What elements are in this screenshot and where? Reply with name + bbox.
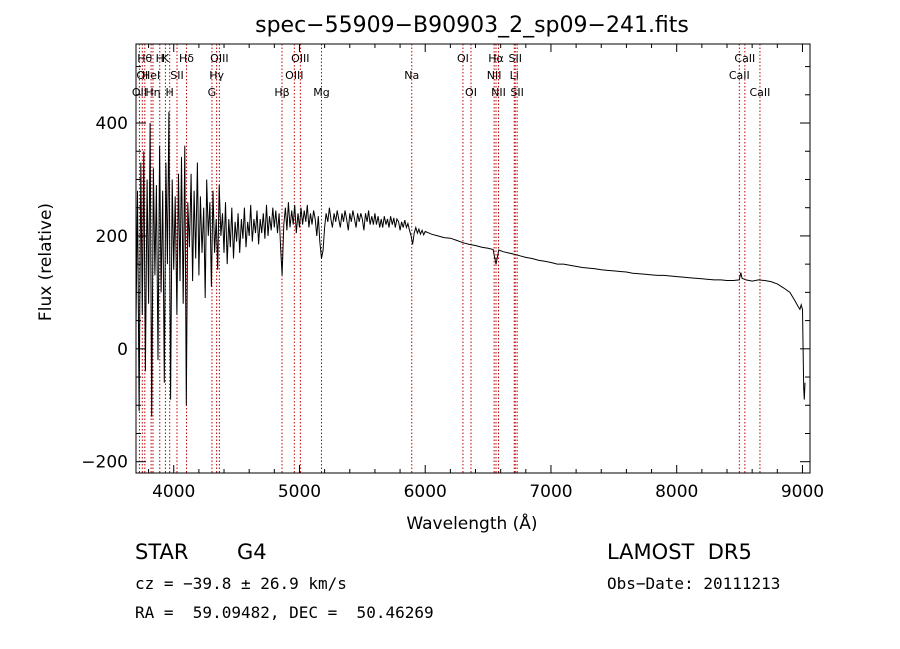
spectral-line-label: G xyxy=(208,86,217,99)
spectral-line-label: K xyxy=(162,52,170,65)
y-tick-label: 0 xyxy=(117,340,128,360)
chart-title: spec−55909−B90903_2_sp09−241.fits xyxy=(255,13,689,38)
spectral-line-label: Mg xyxy=(313,86,329,99)
spectral-line-label: Na xyxy=(404,69,419,82)
x-tick-label: 5000 xyxy=(278,482,321,502)
spectrum-line xyxy=(135,111,806,417)
x-axis-label: Wavelength (Å) xyxy=(406,512,537,534)
x-tick-label: 9000 xyxy=(781,482,824,502)
spectral-line-label: CaII xyxy=(749,86,770,99)
spectral-line-label: OIII xyxy=(285,69,303,82)
spectral-line-label: OIII xyxy=(210,52,228,65)
spectral-line-label: HeI xyxy=(142,69,160,82)
spectral-line-label: H xyxy=(156,52,164,65)
object-class: STAR xyxy=(135,540,189,564)
spectral-line-label: CaII xyxy=(734,52,755,65)
spectral-line-label: Li xyxy=(510,69,519,82)
redshift-cz: cz = −39.8 ± 26.9 km/s xyxy=(135,574,347,593)
object-subclass: G4 xyxy=(237,540,267,564)
x-tick-label: 8000 xyxy=(655,482,698,502)
spectral-line-label: OI xyxy=(457,52,469,65)
spectral-line-label: Hβ xyxy=(274,86,289,99)
spectral-line-markers xyxy=(138,44,761,473)
spectral-line-label: Hδ xyxy=(179,52,194,65)
x-tick-label: 4000 xyxy=(152,482,195,502)
survey-name: LAMOST DR5 xyxy=(607,540,752,564)
spectral-line-label: Hθ xyxy=(137,52,152,65)
y-tick-label: −200 xyxy=(81,453,128,473)
spectral-line-label: OI xyxy=(465,86,477,99)
y-axis-ticks: −200 0 200 400 xyxy=(81,66,810,473)
x-tick-label: 7000 xyxy=(529,482,572,502)
y-axis-label: Flux (relative) xyxy=(36,203,56,321)
spectral-line-label: Hη xyxy=(145,86,160,99)
plot-frame xyxy=(135,43,811,474)
y-tick-label: 400 xyxy=(96,114,128,134)
spectral-line-labels: OIIOIHθHeIHηHKHSIIHδGHγOIIIHβOIIIOIIIMgN… xyxy=(132,52,771,99)
spectral-line-label: NII xyxy=(487,69,502,82)
spectral-line-label: SII xyxy=(510,86,523,99)
spectral-line-label: H xyxy=(166,86,174,99)
spectral-line-label: CaII xyxy=(729,69,750,82)
y-tick-label: 200 xyxy=(96,227,128,247)
coordinates: RA = 59.09482, DEC = 50.46269 xyxy=(135,603,434,622)
spectral-line-label: Hγ xyxy=(209,69,224,82)
spectral-line-label: SII xyxy=(170,69,183,82)
spectral-line-label: OIII xyxy=(291,52,309,65)
x-axis-ticks: 4000 5000 6000 7000 8000 9000 xyxy=(148,44,824,502)
spectral-line-label: NII xyxy=(491,86,506,99)
x-tick-label: 6000 xyxy=(404,482,447,502)
spectral-line-label: Hα xyxy=(488,52,504,65)
observation-date: Obs−Date: 20111213 xyxy=(607,574,781,593)
spectral-line-label: OI xyxy=(136,69,148,82)
spectral-line-label: SII xyxy=(509,52,522,65)
